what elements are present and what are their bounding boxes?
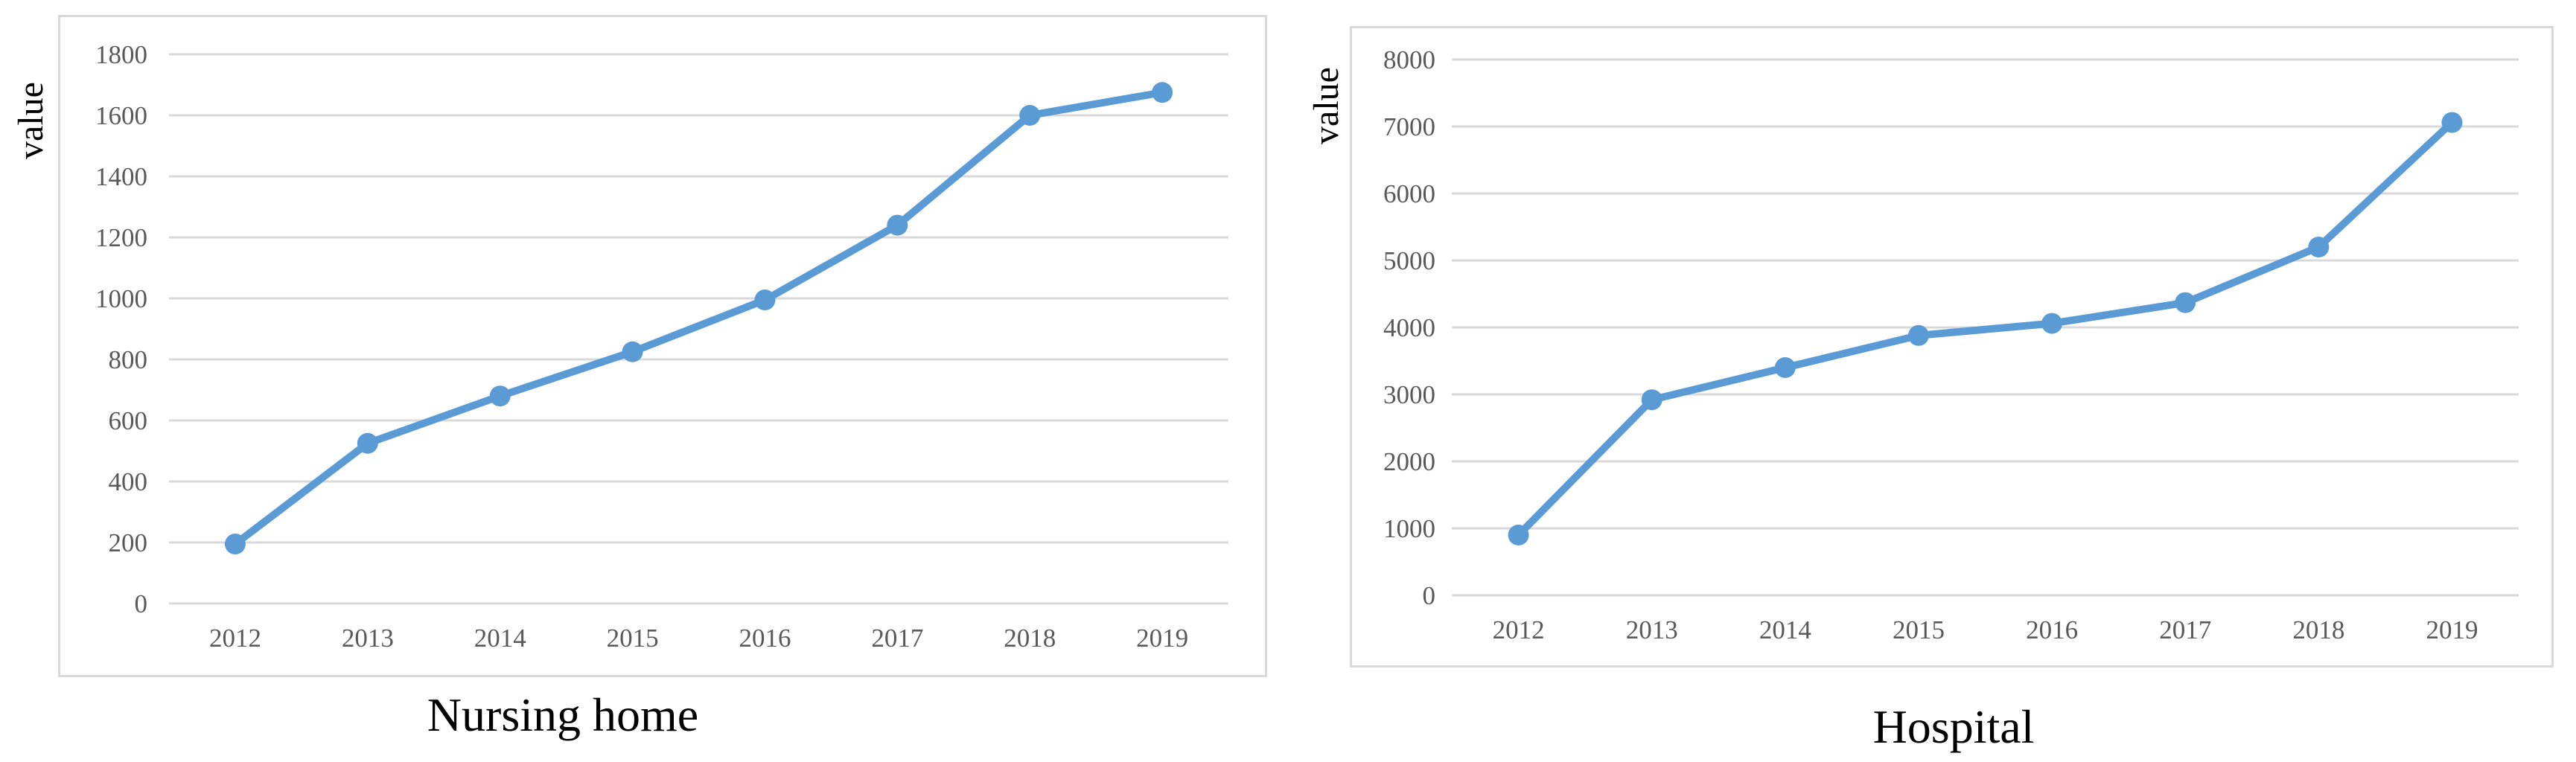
x-tick-label: 2012 <box>209 624 261 653</box>
y-tick-label: 1600 <box>95 101 147 130</box>
data-point-marker <box>489 385 511 407</box>
x-tick-label: 2014 <box>1759 615 1811 644</box>
y-tick-label: 8000 <box>1383 45 1435 74</box>
x-tick-label: 2017 <box>871 624 923 653</box>
chart-frame: 0 200 400 600 800 1000 1200 1400 1600 1800 2012 201… <box>58 15 1267 677</box>
x-tick-label: 2018 <box>1004 624 1056 653</box>
y-tick-label: 7000 <box>1383 112 1435 141</box>
data-line <box>1514 118 2456 539</box>
y-tick-label: 2000 <box>1383 447 1435 476</box>
chart-title: Nursing home <box>427 688 699 741</box>
y-tick-label: 0 <box>1423 581 1436 610</box>
y-tick-label: 0 <box>135 589 148 618</box>
x-tick-label: 2019 <box>2426 615 2478 644</box>
y-tick-label: 400 <box>109 467 148 496</box>
y-tick-label: 6000 <box>1383 179 1435 208</box>
line-chart-svg: 0 200 400 600 800 1000 1200 1400 1600 1800 2012 201… <box>95 40 1228 653</box>
data-point-marker <box>887 214 908 236</box>
y-tick-label: 3000 <box>1383 380 1435 409</box>
data-point-marker <box>2308 237 2330 257</box>
y-axis-title: value <box>1307 67 1346 144</box>
x-tick-label: 2016 <box>739 624 791 653</box>
data-point-marker <box>357 432 378 454</box>
chart-title: Hospital <box>1872 700 2035 753</box>
x-tick-label: 2015 <box>607 624 659 653</box>
data-point-marker <box>224 534 246 555</box>
data-point-marker <box>754 289 776 311</box>
data-point-marker <box>622 341 643 362</box>
x-tick-label: 2012 <box>1493 615 1545 644</box>
x-tick-label: 2018 <box>2292 615 2344 644</box>
line-chart-svg: 0 1000 2000 3000 4000 5000 6000 7000 8000 2012 201… <box>1383 45 2519 644</box>
y-tick-label: 1000 <box>1383 514 1435 543</box>
data-point-marker <box>1152 82 1173 103</box>
data-point-marker <box>1907 324 1929 346</box>
data-point-marker <box>1019 105 1041 126</box>
y-tick-label: 200 <box>109 528 148 557</box>
y-tick-label: 1400 <box>95 162 147 191</box>
data-point-marker <box>1774 357 1796 378</box>
y-axis-title: value <box>11 82 51 159</box>
y-tick-label: 1800 <box>95 40 147 69</box>
data-point-marker <box>1508 525 1529 545</box>
chart-frame: 0 1000 2000 3000 4000 5000 6000 7000 8000 2012 201… <box>1350 26 2554 667</box>
x-tick-label: 2017 <box>2159 615 2211 644</box>
x-tick-label: 2016 <box>2026 615 2078 644</box>
x-tick-label: 2015 <box>1893 615 1945 644</box>
y-tick-label: 1000 <box>95 284 147 313</box>
y-tick-label: 1200 <box>95 223 147 252</box>
data-point-marker <box>2175 292 2196 313</box>
x-tick-label: 2013 <box>342 624 394 653</box>
y-tick-label: 4000 <box>1383 313 1435 342</box>
data-point-marker <box>1641 389 1662 411</box>
data-point-marker <box>2441 112 2463 133</box>
data-point-marker <box>2041 313 2063 334</box>
x-tick-label: 2013 <box>1626 615 1678 644</box>
x-tick-label: 2014 <box>474 624 526 653</box>
y-tick-label: 800 <box>109 345 148 374</box>
y-tick-label: 600 <box>109 406 148 435</box>
y-tick-label: 5000 <box>1383 246 1435 275</box>
x-tick-label: 2019 <box>1136 624 1188 653</box>
data-line <box>231 89 1167 548</box>
